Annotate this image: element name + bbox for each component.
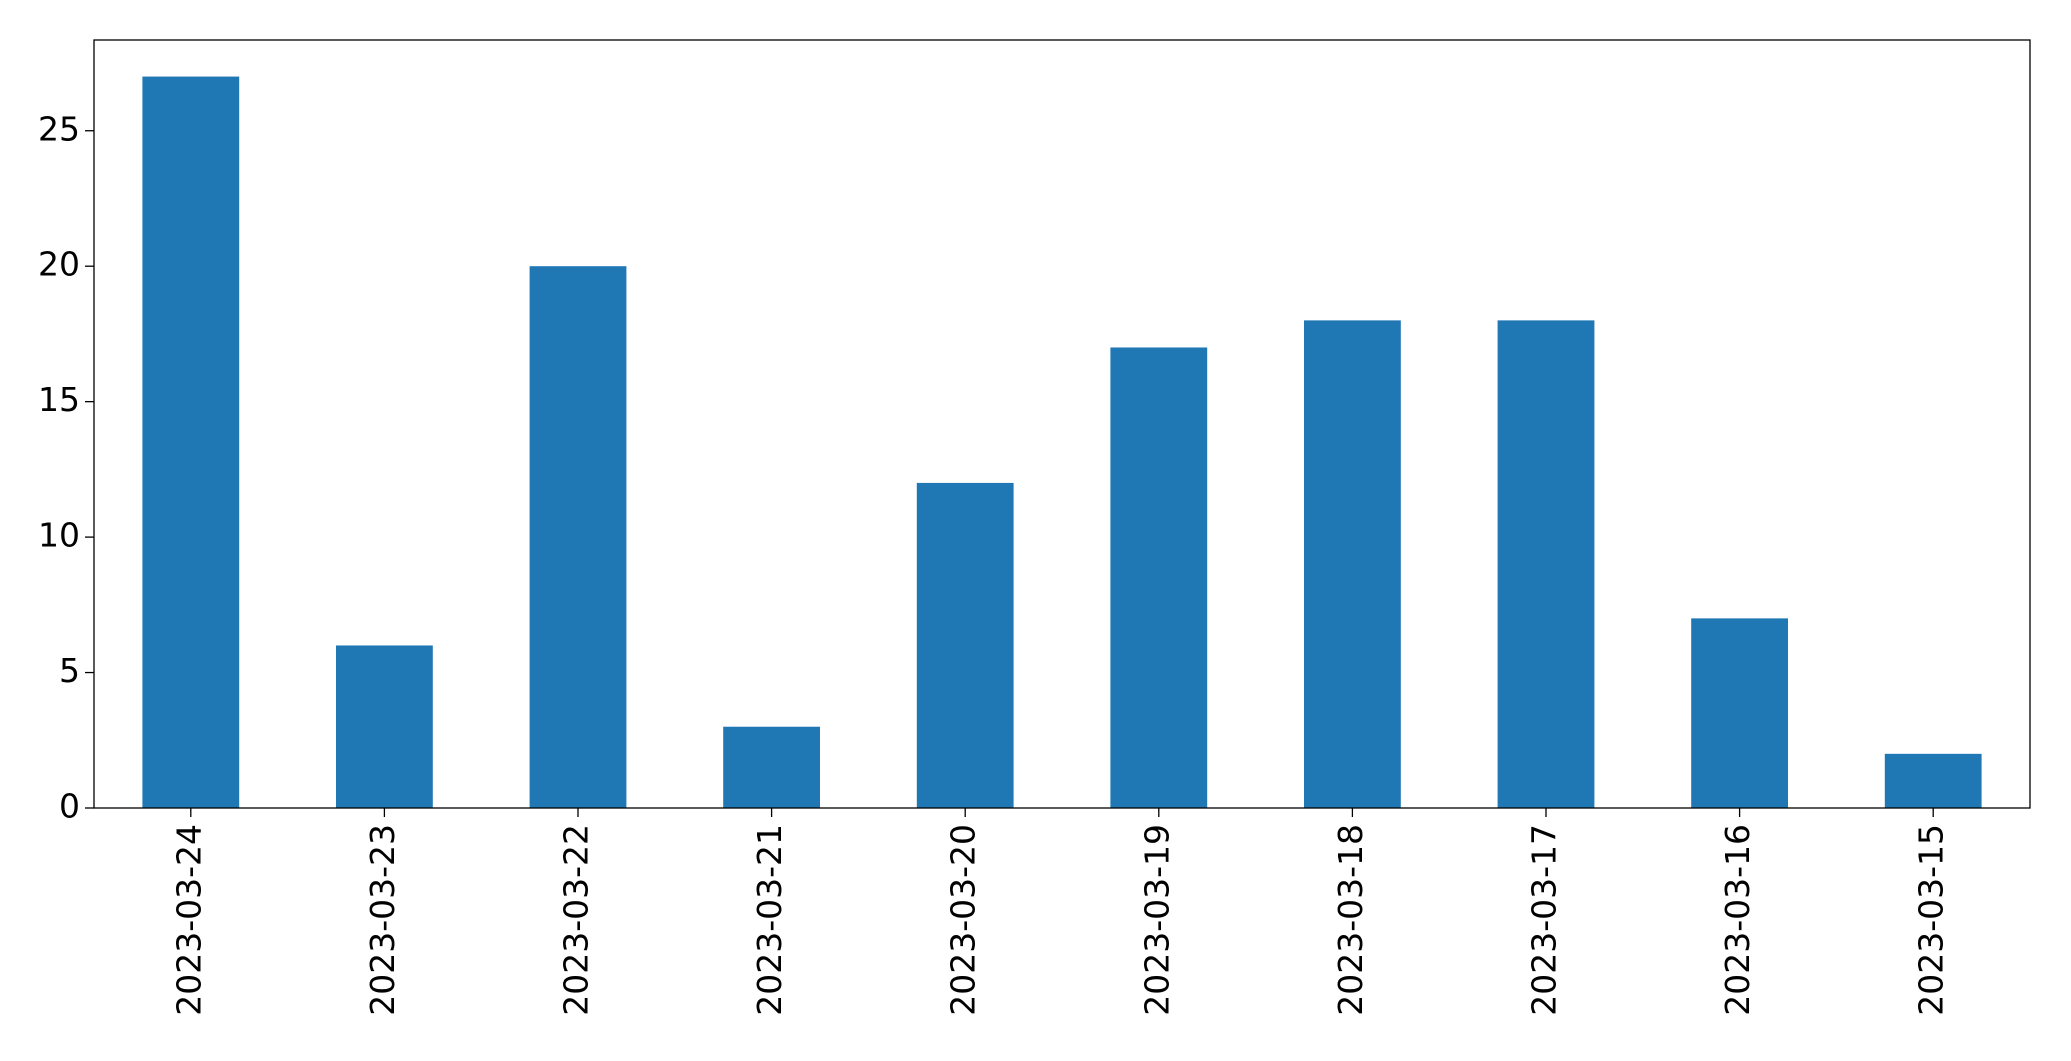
x-tick-label: 2023-03-21 xyxy=(750,824,789,1016)
x-tick-label: 2023-03-22 xyxy=(557,824,596,1016)
bar xyxy=(529,266,627,808)
y-tick-label: 10 xyxy=(38,516,80,555)
plot-frame xyxy=(93,39,2031,809)
y-tick-label: 0 xyxy=(59,787,80,826)
bar xyxy=(1110,347,1208,808)
x-tick-label: 2023-03-20 xyxy=(944,824,983,1016)
bar xyxy=(723,726,820,808)
x-tick-label: 2023-03-15 xyxy=(1912,824,1951,1016)
x-tick-label: 2023-03-24 xyxy=(169,824,208,1016)
x-tick-label: 2023-03-18 xyxy=(1331,824,1370,1016)
bar xyxy=(1691,618,1788,808)
x-tick-label: 2023-03-19 xyxy=(1137,824,1176,1016)
bar xyxy=(1304,320,1401,808)
y-tick-label: 20 xyxy=(38,245,80,284)
bar xyxy=(916,482,1014,808)
bar xyxy=(1497,320,1595,808)
bar xyxy=(1884,753,1982,808)
x-tick-label: 2023-03-23 xyxy=(363,824,402,1016)
y-tick-label: 25 xyxy=(38,109,80,148)
x-tick-label: 2023-03-17 xyxy=(1525,824,1564,1016)
bar xyxy=(142,76,240,809)
bar xyxy=(336,645,433,808)
x-tick-label: 2023-03-16 xyxy=(1718,824,1757,1016)
y-tick-label: 15 xyxy=(38,380,80,419)
y-tick-label: 5 xyxy=(59,651,80,690)
